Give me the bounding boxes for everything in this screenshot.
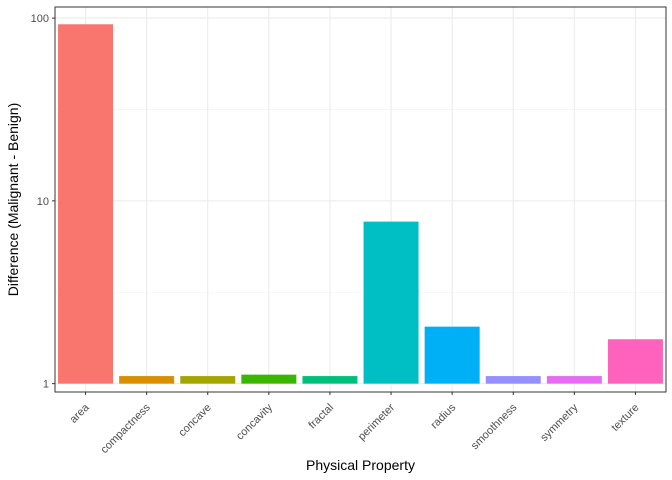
bar-smoothness [485, 376, 541, 384]
y-tick-label: 1 [43, 379, 49, 391]
x-axis-title: Physical Property [306, 457, 415, 473]
bar-concave [180, 376, 236, 384]
y-tick-label: 10 [37, 196, 49, 208]
bar-fractal [302, 376, 358, 384]
y-tick-label: 100 [31, 13, 49, 25]
bar-compactness [119, 376, 175, 384]
bars [58, 24, 663, 384]
bar-concavity [241, 374, 297, 384]
bar-texture [607, 339, 663, 384]
bar-area [58, 24, 114, 384]
bar-perimeter [363, 221, 419, 384]
bar-symmetry [546, 376, 602, 384]
panel-border [54, 6, 667, 393]
y-axis-title: Difference (Malignant - Benign) [5, 103, 21, 297]
bar-radius [424, 326, 480, 384]
